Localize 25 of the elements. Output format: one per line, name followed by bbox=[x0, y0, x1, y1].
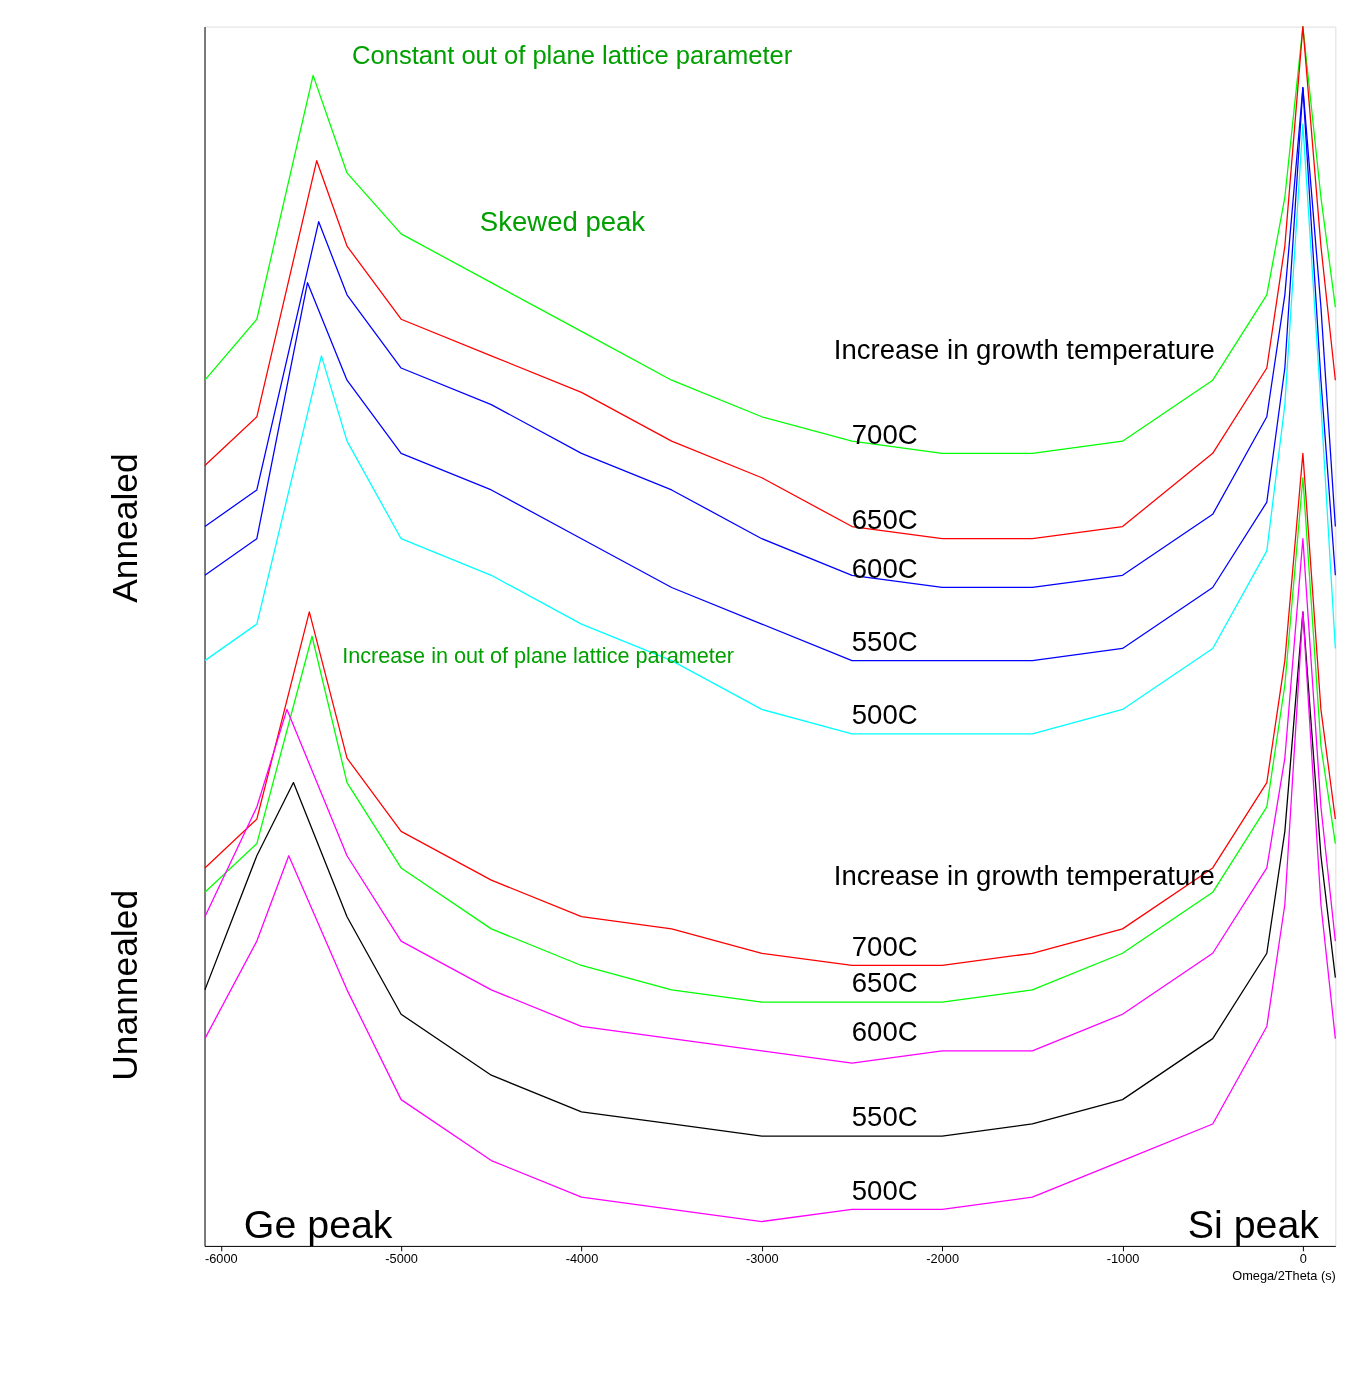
x-tick-label: -4000 bbox=[565, 1251, 599, 1267]
series-label: 600C bbox=[851, 552, 918, 584]
series-label: 550C bbox=[851, 625, 918, 657]
x-tick-label: -1000 bbox=[1106, 1251, 1140, 1267]
text: Unannealed bbox=[104, 889, 144, 1081]
series-label: 500C bbox=[851, 1174, 918, 1206]
annotation: Skewed peak bbox=[479, 206, 646, 238]
x-tick-label: 0 bbox=[1299, 1251, 1307, 1267]
annotation: Constant out of plane lattice parameter bbox=[352, 40, 793, 69]
x-tick-label: -2000 bbox=[926, 1251, 959, 1267]
series-label: 650C bbox=[851, 503, 918, 535]
x-tick-label: -5000 bbox=[385, 1251, 418, 1267]
x-tick-label: -6000 bbox=[204, 1251, 238, 1267]
x-axis-title: Omega/2Theta (s) bbox=[1232, 1267, 1336, 1283]
x-tick-label: -3000 bbox=[745, 1251, 779, 1267]
series-label: 700C bbox=[851, 930, 918, 962]
annotation: Increase in growth temperature bbox=[833, 333, 1215, 365]
annotation: Ge peak bbox=[243, 1202, 393, 1247]
text: Annealed bbox=[104, 453, 144, 603]
annotation: Si peak bbox=[1187, 1202, 1320, 1247]
series-label: 700C bbox=[851, 418, 918, 450]
series-label: 650C bbox=[851, 967, 918, 999]
series-label: 500C bbox=[851, 698, 918, 730]
series-label: 550C bbox=[851, 1101, 918, 1133]
series-label: 600C bbox=[851, 1015, 918, 1047]
